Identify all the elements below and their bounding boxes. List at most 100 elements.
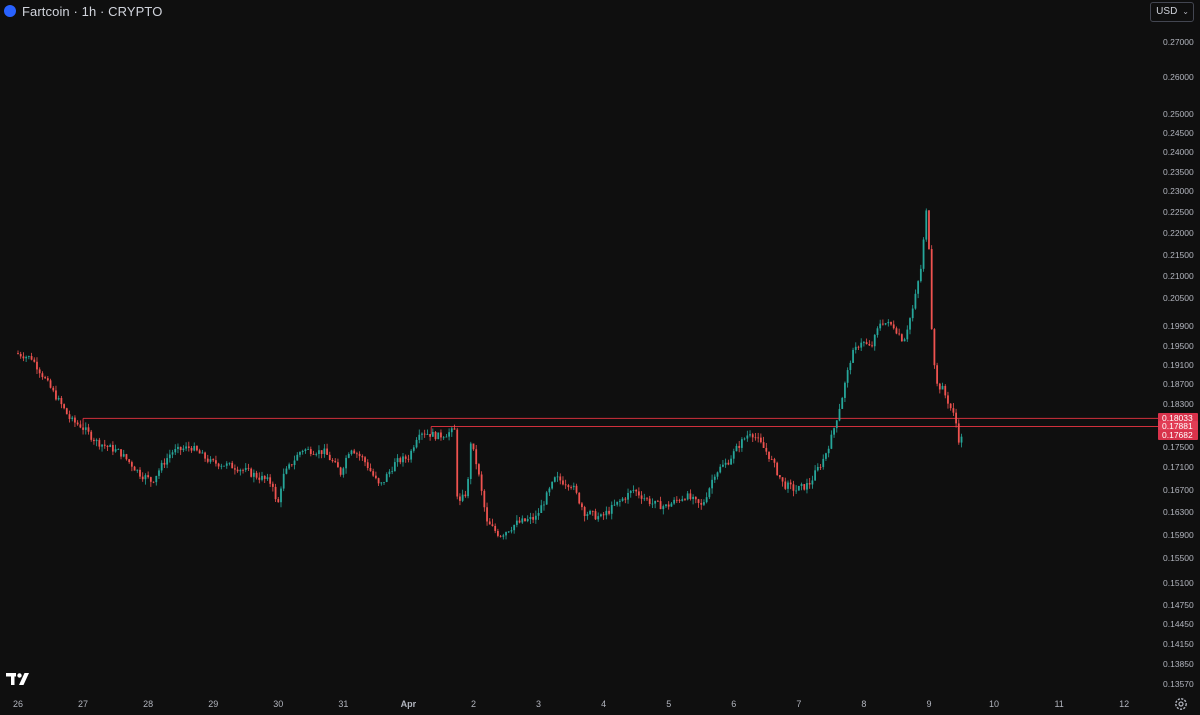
- candle: [440, 429, 442, 441]
- candle: [312, 450, 315, 455]
- candle: [879, 319, 882, 331]
- y-tick-label: 0.14750: [1163, 600, 1194, 610]
- candle: [543, 501, 545, 511]
- candle: [854, 342, 857, 354]
- price-tag-label: 0.18033: [1162, 413, 1193, 423]
- candle: [952, 403, 955, 417]
- y-tick-label: 0.21000: [1163, 271, 1194, 281]
- x-tick-label: 4: [601, 699, 606, 709]
- candle: [393, 458, 396, 472]
- candle: [491, 518, 494, 527]
- candle: [133, 465, 136, 471]
- x-tick-label: 27: [78, 699, 88, 709]
- candle: [19, 351, 22, 359]
- candle: [201, 449, 204, 454]
- candle: [534, 510, 537, 524]
- candle: [415, 437, 418, 449]
- candle: [900, 333, 903, 342]
- candle: [578, 492, 581, 505]
- candle: [480, 471, 483, 496]
- candle: [353, 448, 356, 454]
- candle: [795, 485, 798, 494]
- candle: [442, 435, 445, 440]
- candle: [703, 499, 705, 506]
- candle: [581, 501, 583, 511]
- x-tick-label: 28: [143, 699, 153, 709]
- candle: [299, 451, 301, 458]
- candle: [55, 385, 57, 401]
- candle: [833, 427, 835, 438]
- candle: [431, 428, 434, 437]
- candle: [797, 485, 800, 491]
- candle: [570, 485, 572, 490]
- candle: [467, 477, 469, 499]
- candle: [594, 508, 597, 520]
- candle: [461, 489, 464, 503]
- candle: [269, 474, 272, 488]
- candle: [911, 304, 914, 322]
- candle: [648, 495, 651, 507]
- candle: [955, 408, 957, 428]
- candle: [98, 437, 101, 450]
- candle: [111, 441, 114, 456]
- symbol-title[interactable]: Fartcoin · 1h · CRYPTO: [22, 3, 163, 19]
- x-tick-label: 11: [1054, 699, 1063, 709]
- candle: [917, 280, 920, 299]
- y-tick-label: 0.27000: [1163, 37, 1194, 47]
- y-axis: 0.27000 0.26000 0.25000 0.24500 0.24000 0.235…: [1163, 37, 1194, 689]
- candle: [328, 451, 331, 461]
- candle: [930, 245, 933, 330]
- candle: [27, 355, 30, 360]
- candle: [928, 209, 930, 250]
- candle: [33, 357, 36, 363]
- candle: [225, 461, 228, 469]
- candle: [125, 453, 128, 461]
- candle: [263, 475, 266, 484]
- y-tick-label: 0.19500: [1163, 341, 1194, 351]
- candle: [450, 426, 453, 437]
- candle: [388, 469, 391, 478]
- candle: [610, 501, 613, 520]
- candle: [30, 352, 33, 361]
- candle: [147, 471, 150, 479]
- candle: [307, 446, 310, 450]
- candle: [540, 499, 543, 514]
- candle: [421, 432, 423, 440]
- candle: [234, 464, 236, 475]
- candle: [778, 474, 781, 480]
- level-lines: [82, 417, 1158, 435]
- candle: [331, 458, 334, 463]
- candle: [716, 471, 719, 480]
- candle: [412, 444, 415, 453]
- candle: [136, 469, 139, 473]
- candle: [781, 477, 784, 487]
- candle: [811, 475, 814, 489]
- candle: [857, 345, 860, 351]
- candle: [675, 496, 678, 504]
- gear-icon[interactable]: [1174, 697, 1188, 711]
- candle: [144, 473, 147, 485]
- currency-select[interactable]: USD ⌄: [1150, 2, 1194, 22]
- candle: [434, 431, 437, 441]
- candle: [887, 319, 890, 327]
- candle: [860, 338, 863, 351]
- candle: [808, 477, 811, 489]
- candle: [71, 415, 74, 422]
- candle: [830, 430, 833, 450]
- y-tick-label: 0.20500: [1163, 293, 1194, 303]
- candle: [171, 449, 174, 459]
- x-tick-label: 10: [989, 699, 999, 709]
- candle: [827, 445, 830, 458]
- y-tick-label: 0.23000: [1163, 186, 1194, 196]
- candle: [342, 466, 345, 478]
- candle: [410, 449, 413, 463]
- candle: [613, 499, 616, 507]
- price-tag: 0.18033: [1158, 413, 1198, 423]
- candle: [364, 455, 366, 467]
- candle: [252, 469, 255, 483]
- x-tick-label: 7: [796, 699, 801, 709]
- candle: [84, 422, 87, 435]
- candle: [130, 460, 133, 472]
- candle: [149, 476, 152, 487]
